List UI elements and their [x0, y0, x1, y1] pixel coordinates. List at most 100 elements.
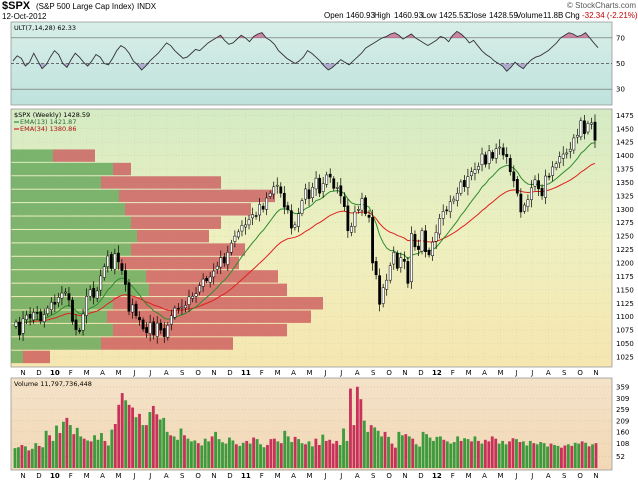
- x-axis-month-label: A: [546, 369, 551, 377]
- candle-body: [364, 197, 367, 214]
- candle-body: [42, 314, 46, 323]
- volume-bar: [553, 444, 556, 468]
- volume-bar: [141, 425, 145, 468]
- volume-bar: [207, 441, 211, 468]
- candle-body: [335, 187, 339, 189]
- volume-y-axis: 52 108 160 209 259 309 359: [616, 383, 629, 460]
- volume-y-tick-label: 259: [616, 406, 629, 414]
- candle-body: [212, 270, 216, 278]
- volume-bar: [528, 440, 532, 468]
- x-axis-month-labels: N D 10 F M A M J J A S O N D 11 F M A M J J A S O N D 12 F M A M J J A S O N: [20, 369, 598, 377]
- candle-body: [18, 321, 21, 336]
- candle-body: [145, 327, 149, 334]
- vbp-down-bar: [113, 162, 131, 176]
- candle-body: [219, 257, 223, 268]
- candle-body: [452, 198, 456, 202]
- candle-body: [487, 150, 491, 164]
- volume-bar: [124, 400, 128, 468]
- candle-body: [314, 177, 318, 190]
- candle-body: [332, 178, 336, 189]
- x-axis-month-label: O: [195, 369, 201, 377]
- volume-bar: [113, 424, 117, 468]
- volume-x-axis-month-label: S: [180, 472, 185, 480]
- candle-body: [406, 261, 410, 284]
- vbp-up-bar: [11, 229, 137, 243]
- volume-bar: [542, 443, 546, 468]
- vbp-up-bar: [11, 176, 101, 189]
- volume-bar: [17, 447, 20, 468]
- price-y-tick-label: 1375: [616, 166, 634, 174]
- volume-bar: [227, 437, 231, 468]
- volume-bar: [96, 439, 100, 468]
- volume-bar: [418, 446, 422, 468]
- price-y-tick-label: 1175: [616, 273, 634, 281]
- x-axis-month-label: D: [418, 369, 423, 377]
- candle-body: [56, 297, 60, 303]
- candle-body: [286, 205, 290, 211]
- price-y-tick-label: 1100: [616, 313, 634, 321]
- x-axis-month-label: A: [291, 369, 296, 377]
- price-y-tick-label: 1225: [616, 246, 634, 254]
- volume-bar: [466, 439, 470, 468]
- volume-bar: [390, 443, 394, 468]
- volume-bar: [103, 440, 107, 468]
- candle-body: [141, 319, 145, 330]
- volume-bar: [279, 443, 283, 468]
- volume-bar: [286, 436, 290, 468]
- candle-body: [247, 219, 251, 226]
- candle-body: [537, 180, 540, 190]
- candle-body: [78, 330, 81, 332]
- volume-bar: [366, 431, 370, 468]
- price-y-tick-label: 1450: [616, 125, 634, 133]
- candle-body: [321, 183, 325, 192]
- chart-exchange: INDX: [137, 2, 157, 11]
- volume-bar: [68, 425, 72, 468]
- volume-bar: [483, 439, 487, 468]
- volume-x-axis-month-label: J: [323, 472, 326, 480]
- candle-body: [508, 158, 512, 172]
- volume-bar: [591, 444, 594, 468]
- volume-x-axis-month-label: A: [355, 472, 360, 480]
- candle-body: [205, 278, 209, 281]
- candle-body: [402, 258, 406, 262]
- candle-body: [455, 192, 459, 201]
- volume-bar: [276, 441, 280, 468]
- candle-body: [462, 180, 466, 188]
- ult-y-tick-label: 50: [616, 60, 625, 68]
- volume-x-axis-month-label: O: [386, 472, 392, 480]
- volume-bar: [100, 433, 103, 468]
- volume-legend: Volume 11,797,736,448: [14, 380, 92, 388]
- volume-bar: [148, 412, 152, 468]
- candle-body: [410, 233, 413, 283]
- volume-x-axis-month-label: A: [100, 472, 105, 480]
- volume-bar: [587, 446, 591, 468]
- volume-x-axis-month-label: O: [195, 472, 201, 480]
- volume-bar: [563, 445, 567, 468]
- vbp-down-bar: [101, 176, 221, 189]
- volume-bar: [283, 430, 287, 468]
- vbp-down-bar: [149, 283, 287, 297]
- volume-x-axis-month-label: D: [418, 472, 423, 480]
- x-axis-month-label: O: [577, 369, 583, 377]
- candle-body: [349, 226, 353, 233]
- vbp-up-bar: [11, 189, 119, 203]
- candle-body: [399, 257, 403, 268]
- vbp-up-bar: [11, 243, 131, 256]
- ult-y-tick-label: 70: [616, 34, 625, 42]
- candle-body: [21, 318, 25, 334]
- volume-bar: [210, 436, 214, 468]
- volume-bar: [539, 442, 543, 468]
- x-axis-month-label: M: [84, 369, 90, 377]
- volume-bar: [37, 445, 41, 468]
- volume-x-axis-month-label: M: [115, 472, 121, 480]
- candle-body: [441, 211, 445, 219]
- volume-bar: [221, 442, 224, 468]
- volume-bar: [463, 438, 467, 468]
- x-axis-month-label: A: [164, 369, 169, 377]
- candle-body: [14, 321, 18, 327]
- ult-y-axis: 30 50 70: [616, 34, 625, 93]
- vbp-down-bar: [23, 350, 50, 364]
- candle-body: [106, 255, 110, 268]
- volume-bar: [231, 440, 235, 468]
- candle-body: [244, 224, 247, 228]
